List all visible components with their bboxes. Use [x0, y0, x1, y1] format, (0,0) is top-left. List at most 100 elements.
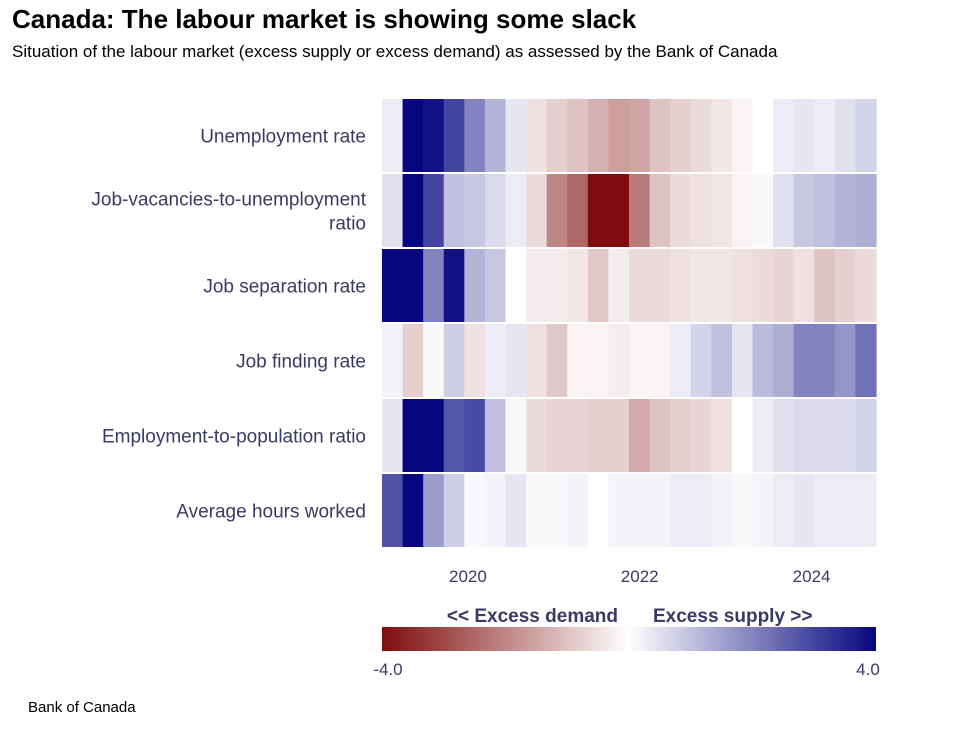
heatmap-cell: [484, 474, 507, 547]
row-label-line: Job-vacancies-to-unemployment: [91, 190, 366, 211]
legend-max-label: 4.0: [856, 660, 880, 679]
heatmap-cell: [793, 99, 815, 172]
x-axis-ticks: 2020 2022 2024: [449, 567, 831, 586]
heatmap-cell: [484, 249, 507, 322]
heatmap-cell: [670, 99, 692, 172]
heatmap-cell: [731, 324, 754, 397]
heatmap-cell: [402, 249, 424, 322]
heatmap-cell: [382, 174, 404, 247]
heatmap-cell: [752, 474, 774, 547]
heatmap-cell: [464, 399, 486, 472]
heatmap-cell: [731, 399, 754, 472]
heatmap-cell: [670, 174, 692, 247]
heatmap-cell: [546, 324, 568, 397]
heatmap-cell: [649, 399, 671, 472]
heatmap-cell: [526, 399, 548, 472]
legend-min-label: -4.0: [373, 660, 402, 679]
heatmap-cell: [690, 249, 712, 322]
heatmap-cell: [752, 249, 774, 322]
heatmap-cell: [711, 324, 733, 397]
heatmap-cell: [793, 174, 815, 247]
x-tick-label: 2022: [621, 567, 659, 586]
heatmap-cell: [567, 474, 589, 547]
heatmap-cell: [752, 324, 774, 397]
heatmap-cell: [855, 249, 877, 322]
heatmap-cell: [814, 324, 836, 397]
heatmap-cell: [855, 399, 877, 472]
row-label: Job-vacancies-to-unemployment ratio: [91, 190, 366, 235]
heatmap-cell: [649, 249, 671, 322]
heatmap-cell: [855, 174, 877, 247]
heatmap-cell: [731, 174, 754, 247]
heatmap-cell: [464, 99, 486, 172]
heatmap-cell: [567, 174, 589, 247]
heatmap-cell: [546, 99, 568, 172]
heatmap-cell: [608, 474, 630, 547]
heatmap-cell: [608, 249, 630, 322]
heatmap-cell: [773, 249, 795, 322]
chart-title: Canada: The labour market is showing som…: [12, 4, 637, 34]
heatmap-cell: [505, 399, 527, 472]
heatmap-cell: [423, 474, 445, 547]
heatmap-cell: [402, 474, 424, 547]
row-label: Job separation rate: [203, 277, 366, 298]
heatmap-cell: [587, 99, 610, 172]
heatmap-cell: [834, 324, 857, 397]
heatmap-cell: [608, 99, 630, 172]
heatmap-cell: [423, 399, 445, 472]
heatmap-cell: [546, 399, 568, 472]
heatmap-cell: [423, 324, 445, 397]
legend-color-bar: [382, 627, 876, 651]
heatmap-cell: [814, 99, 836, 172]
heatmap-cell: [587, 174, 610, 247]
heatmap-cell: [567, 99, 589, 172]
heatmap-cell: [402, 324, 424, 397]
heatmap-cell: [587, 249, 610, 322]
heatmap-cell: [670, 324, 692, 397]
heatmap-cell: [587, 474, 610, 547]
heatmap-cell: [711, 399, 733, 472]
heatmap-cell: [834, 99, 857, 172]
heatmap-cell: [382, 399, 404, 472]
heatmap-cell: [526, 474, 548, 547]
heatmap-cell: [670, 474, 692, 547]
heatmap-cell: [670, 249, 692, 322]
heatmap-cell: [690, 174, 712, 247]
row-label-line: ratio: [329, 214, 366, 235]
row-label-line: Job finding rate: [236, 352, 366, 373]
heatmap-cell: [546, 249, 568, 322]
heatmap-cell: [773, 99, 795, 172]
heatmap-cell: [567, 249, 589, 322]
heatmap-cell: [649, 99, 671, 172]
row-labels: Unemployment rate Job-vacancies-to-unempl…: [91, 127, 366, 523]
heatmap-cell: [608, 399, 630, 472]
heatmap-cell: [731, 99, 754, 172]
chart-subtitle: Situation of the labour market (excess s…: [12, 42, 778, 61]
heatmap-cell: [855, 99, 877, 172]
heatmap-cell: [608, 324, 630, 397]
heatmap-cell: [464, 324, 486, 397]
heatmap-cell: [423, 174, 445, 247]
heatmap-cell: [629, 249, 651, 322]
row-label: Employment-to-population ratio: [102, 427, 366, 448]
heatmap-cell: [443, 99, 465, 172]
heatmap-cell: [711, 174, 733, 247]
heatmap-cell: [834, 174, 857, 247]
heatmap-cell: [690, 99, 712, 172]
heatmap-cell: [711, 249, 733, 322]
heatmap-cell: [793, 249, 815, 322]
row-label: Average hours worked: [176, 502, 366, 523]
heatmap-cell: [773, 324, 795, 397]
heatmap-cell: [526, 324, 548, 397]
heatmap-cell: [814, 174, 836, 247]
heatmap-cell: [443, 174, 465, 247]
heatmap-cell: [484, 99, 507, 172]
heatmap-cell: [484, 399, 507, 472]
x-tick-label: 2020: [449, 567, 487, 586]
heatmap-cell: [793, 399, 815, 472]
heatmap-cell: [443, 249, 465, 322]
heatmap-cell: [423, 249, 445, 322]
heatmap-cell: [443, 474, 465, 547]
heatmap-cell: [814, 249, 836, 322]
heatmap-cell: [402, 99, 424, 172]
